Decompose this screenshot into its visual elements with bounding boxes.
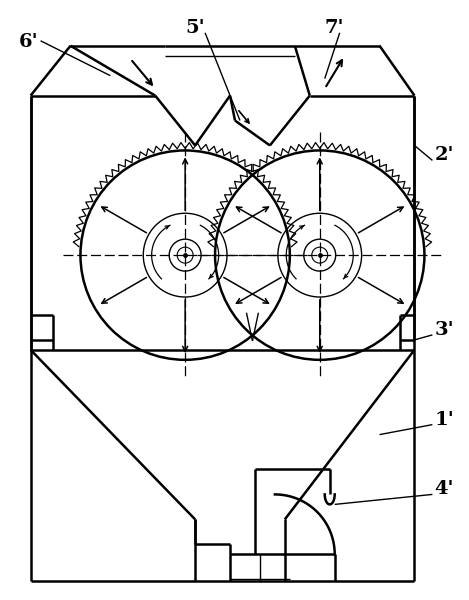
Text: 6': 6' <box>19 33 38 51</box>
Text: 3': 3' <box>434 321 454 339</box>
Text: 2': 2' <box>434 146 454 164</box>
Text: 7': 7' <box>325 19 344 37</box>
Text: 5': 5' <box>185 19 205 37</box>
Text: 1': 1' <box>434 410 454 428</box>
Text: 4': 4' <box>434 481 454 499</box>
